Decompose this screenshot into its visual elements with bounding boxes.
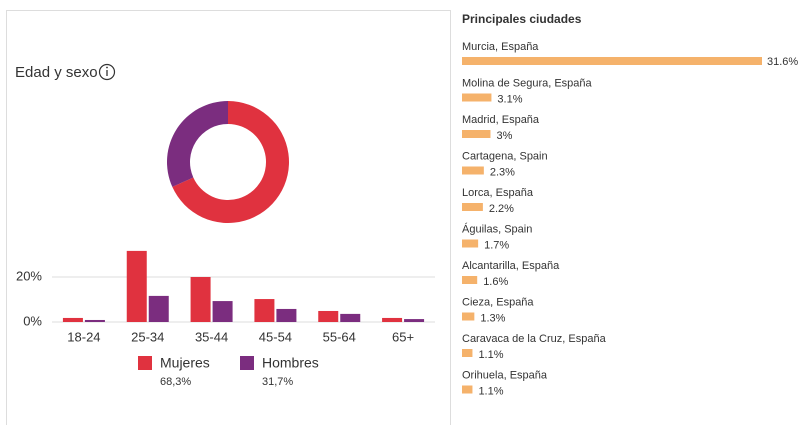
- info-icon[interactable]: [98, 63, 116, 81]
- bar: [84, 319, 105, 322]
- city-name: Cartagena, Spain: [462, 150, 548, 162]
- bar: [404, 319, 425, 322]
- bar: [462, 239, 479, 248]
- bar: [254, 299, 275, 322]
- value-label: 2.2%: [489, 203, 514, 215]
- value-label: 1.1%: [478, 385, 503, 397]
- x-tick-label: 18-24: [67, 329, 100, 344]
- bar: [190, 277, 211, 322]
- bar: [382, 317, 403, 322]
- y-tick-label: 0%: [23, 313, 42, 328]
- legend-label: Hombres: [262, 355, 319, 371]
- legend-swatch: [138, 356, 152, 370]
- bar: [462, 385, 473, 394]
- city-name: Caravaca de la Cruz, España: [462, 333, 607, 345]
- city-name: Alcantarilla, España: [462, 260, 560, 272]
- bar: [462, 57, 762, 65]
- value-label: 2.3%: [490, 166, 515, 178]
- city-name: Cieza, España: [462, 296, 534, 308]
- value-label: 1.7%: [484, 239, 509, 251]
- x-tick-label: 55-64: [323, 329, 356, 344]
- bar: [462, 130, 491, 138]
- city-name: Murcia, España: [462, 41, 539, 53]
- city-name: Molina de Segura, España: [462, 77, 593, 89]
- bar: [148, 295, 169, 322]
- legend-share: 31,7%: [262, 376, 293, 388]
- y-tick-label: 20%: [16, 268, 42, 283]
- legend-label: Mujeres: [160, 355, 210, 371]
- bar: [62, 317, 83, 322]
- x-tick-label: 25-34: [131, 329, 164, 344]
- x-tick-label: 35-44: [195, 329, 228, 344]
- city-name: Madrid, España: [462, 114, 540, 126]
- value-label: 1.6%: [483, 276, 508, 288]
- bar: [462, 166, 484, 175]
- city-name: Lorca, España: [462, 187, 534, 199]
- bar: [318, 310, 339, 322]
- donut-slice: [166, 100, 228, 187]
- value-label: 31.6%: [767, 56, 798, 68]
- value-label: 3%: [496, 130, 512, 142]
- donut-slice: [172, 101, 289, 224]
- legend-swatch: [240, 356, 254, 370]
- bar: [126, 250, 147, 322]
- bar: [462, 312, 475, 321]
- value-label: 1.3%: [480, 312, 505, 324]
- bar: [462, 203, 483, 211]
- cities-title: Principales ciudades: [462, 12, 582, 26]
- panel-title: Edad y sexo: [15, 64, 98, 81]
- value-label: 3.1%: [497, 93, 522, 105]
- legend-share: 68,3%: [160, 376, 191, 388]
- info-icon-dot: [106, 66, 108, 69]
- bar: [340, 313, 361, 322]
- x-tick-label: 65+: [392, 329, 414, 344]
- bar: [462, 93, 492, 102]
- bar: [462, 276, 478, 284]
- x-tick-label: 45-54: [259, 329, 292, 344]
- bar: [276, 308, 297, 322]
- bar: [212, 301, 233, 322]
- city-name: Águilas, Spain: [462, 222, 532, 235]
- value-label: 1.1%: [478, 349, 503, 361]
- bar: [462, 349, 473, 357]
- city-name: Orihuela, España: [462, 369, 548, 381]
